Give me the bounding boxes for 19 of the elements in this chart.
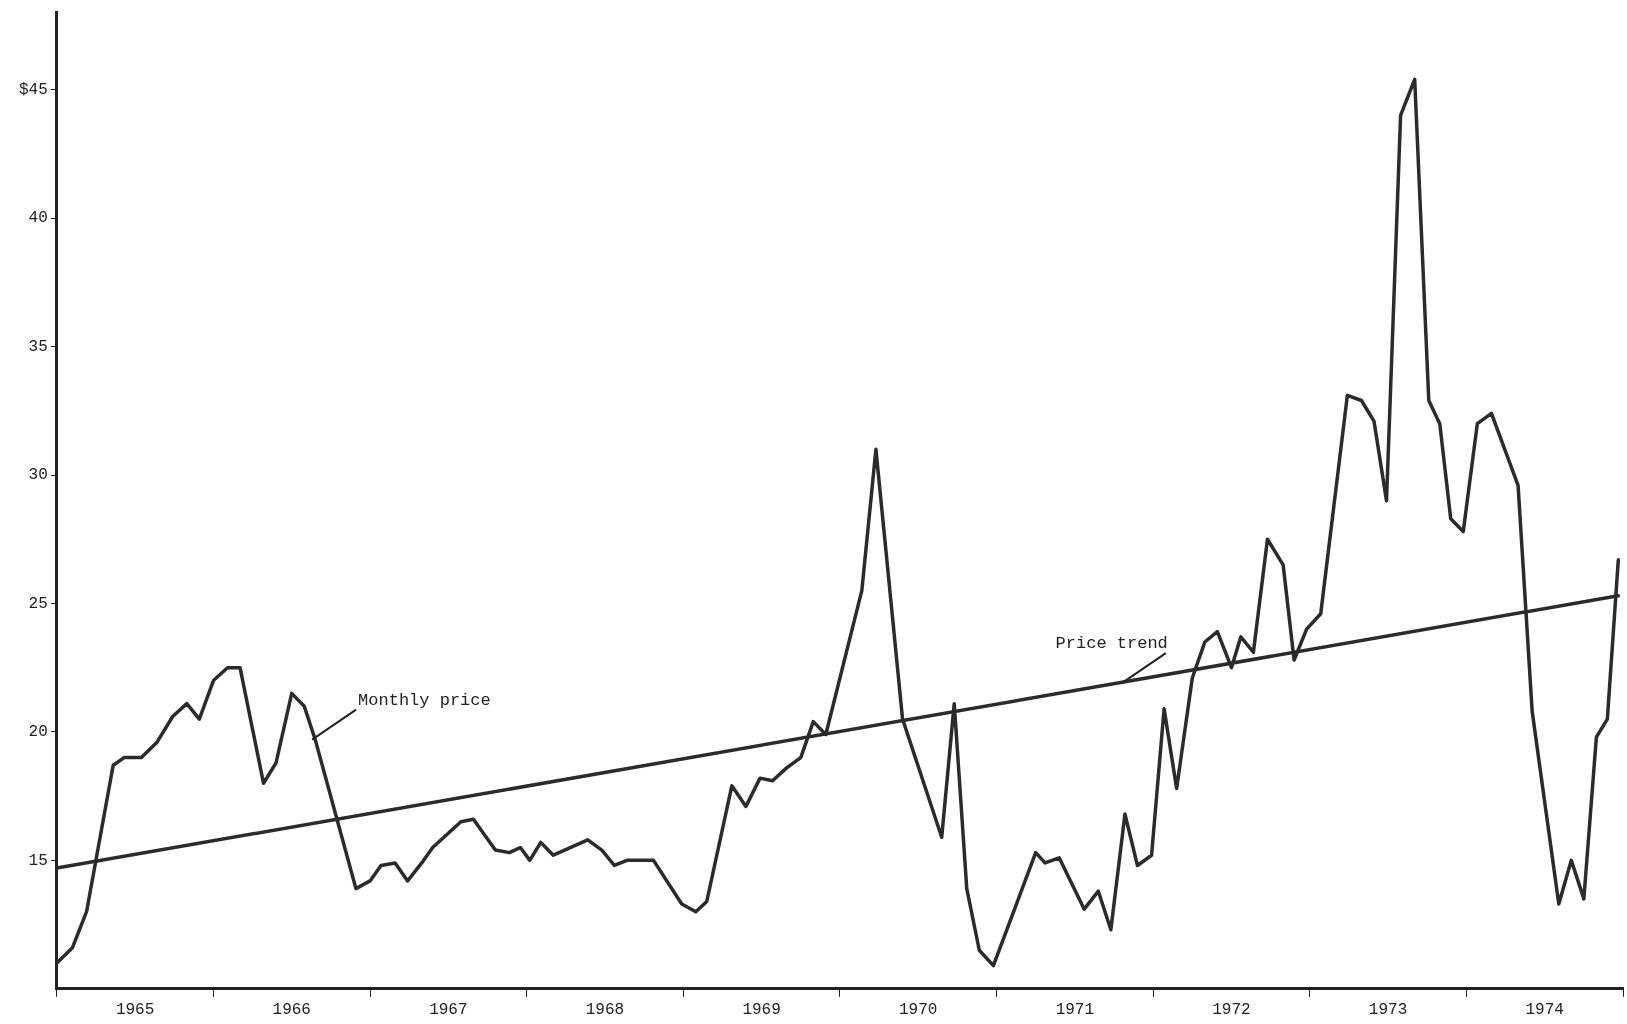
x-tick-label: 1974 [1525, 1000, 1564, 1019]
x-tick-label: 1973 [1368, 1000, 1408, 1019]
y-tick-label: 35 [28, 337, 48, 356]
x-tick-label: 1966 [272, 1000, 311, 1019]
annotation: Price trend [1055, 634, 1168, 654]
y-tick-label: 15 [28, 851, 48, 870]
y-tick-label: 40 [28, 209, 48, 228]
y-tick-label: 30 [28, 466, 48, 485]
x-tick-label: 1969 [742, 1000, 781, 1019]
x-tick-label: 1967 [429, 1000, 468, 1019]
x-tick-label: 1965 [115, 1000, 155, 1019]
x-tick-label: 1972 [1212, 1000, 1251, 1019]
y-tick-label: 25 [28, 594, 48, 613]
x-tick-label: 1968 [585, 1000, 625, 1019]
y-tick-label: $45 [18, 80, 48, 99]
y-tick-label: 20 [28, 723, 48, 742]
x-tick-label: 1971 [1055, 1000, 1095, 1019]
annotation: Monthly price [358, 690, 491, 710]
x-tick-label: 1970 [899, 1000, 938, 1019]
